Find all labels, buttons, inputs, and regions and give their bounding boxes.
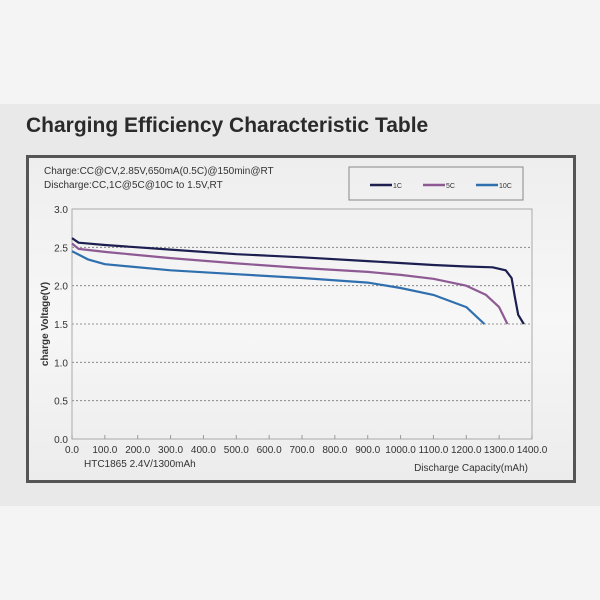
y-tick-label: 1.5 [54,320,68,331]
discharge-condition: Discharge:CC,1C@5C@10C to 1.5V,RT [44,180,223,191]
page-title: Charging Efficiency Characteristic Table [26,114,429,137]
y-tick-label: 1.0 [54,358,68,369]
x-axis-label: Discharge Capacity(mAh) [414,463,528,474]
charge-condition: Charge:CC@CV,2.85V,650mA(0.5C)@150min@RT [44,166,274,177]
y-tick-label: 2.0 [54,282,68,293]
y-tick-label: 2.5 [54,243,68,254]
legend-label-5C: 5C [446,183,455,190]
legend-box [348,166,524,201]
y-axis-label: charge Voltage(V) [40,282,51,366]
x-tick-label: 900.0 [355,445,380,456]
x-tick-label: 800.0 [322,445,347,456]
x-tick-label: 300.0 [158,445,183,456]
series-line-1C [71,237,525,325]
x-tick-label: 1400.0 [517,445,548,456]
y-tick-label: 0.5 [54,397,68,408]
series-line-5C [71,242,509,325]
y-tick-label: 3.0 [54,205,68,216]
x-tick-label: 100.0 [92,445,117,456]
x-tick-label: 1200.0 [451,445,482,456]
chart-frame [26,155,576,483]
legend: 1C 5C 10C [370,183,512,190]
x-tick-label: 0.0 [65,445,79,456]
x-tick-label: 1100.0 [419,445,449,456]
y-tick-label: 0.0 [54,435,68,446]
x-tick-label: 1000.0 [385,445,416,456]
x-tick-label: 600.0 [257,445,282,456]
x-tick-label: 400.0 [191,445,216,456]
x-tick-label: 1300.0 [484,445,515,456]
model-label: HTC1865 2.4V/1300mAh [84,459,196,470]
x-tick-label: 200.0 [125,445,150,456]
legend-label-10C: 10C [499,183,512,190]
legend-label-1C: 1C [393,183,402,190]
series-line-10C [71,250,486,325]
x-tick-label: 700.0 [289,445,314,456]
x-tick-label: 500.0 [224,445,249,456]
